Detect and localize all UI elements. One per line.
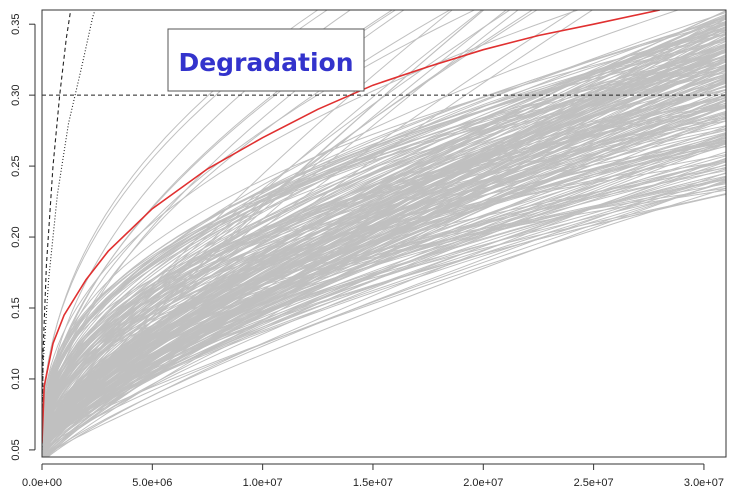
simulated-path [42, 172, 726, 450]
simulated-path [42, 10, 451, 449]
annotation-label: Degradation [178, 48, 353, 77]
simulated-path [42, 136, 726, 437]
y-tick-label: 0.05 [10, 439, 22, 460]
simulated-path [42, 59, 726, 441]
x-tick-label: 0.0e+00 [22, 477, 62, 489]
simulated-path [42, 72, 726, 453]
y-axis: 0.05 0.10 0.15 0.20 0.25 0.30 0.35 [10, 13, 36, 461]
simulated-path [42, 45, 726, 449]
simulated-path [42, 54, 726, 442]
x-tick-label: 2.5e+07 [574, 477, 614, 489]
simulated-path [42, 33, 726, 450]
simulated-path [42, 10, 485, 446]
simulated-path [42, 137, 726, 438]
simulated-path [42, 10, 476, 457]
upper-bound-dotted [42, 10, 96, 450]
simulated-path [42, 31, 726, 455]
plot-frame [41, 9, 727, 458]
y-tick-label: 0.25 [10, 155, 22, 176]
simulated-path [42, 161, 726, 457]
simulated-path [42, 140, 726, 457]
upper-bound-dashed [42, 10, 72, 450]
x-tick-label: 1.0e+07 [243, 477, 283, 489]
x-axis: 0.0e+00 5.0e+06 1.0e+07 1.5e+07 2.0e+07 2.5e+… [22, 463, 724, 489]
y-tick-label: 0.35 [10, 13, 22, 34]
simulated-path [42, 61, 726, 441]
simulated-path [42, 193, 726, 457]
simulated-path [47, 157, 726, 457]
simulated-path [42, 180, 726, 452]
annotation-box: Degradation [167, 28, 365, 92]
mean-path [42, 10, 660, 443]
simulated-path [42, 51, 726, 445]
y-tick-label: 0.20 [10, 226, 22, 247]
bound-curves [42, 10, 96, 450]
simulated-path [42, 185, 726, 437]
simulated-path [42, 10, 580, 439]
simulated-path [42, 125, 726, 449]
simulated-path [44, 172, 726, 457]
simulated-path [42, 10, 329, 440]
simulated-path [43, 64, 726, 457]
simulated-path [42, 139, 726, 448]
simulated-path [42, 68, 726, 439]
y-tick-label: 0.15 [10, 297, 22, 318]
simulated-path [42, 97, 726, 453]
simulated-path [45, 51, 726, 457]
simulated-path [42, 21, 726, 441]
simulated-path [42, 89, 726, 451]
simulated-paths [42, 10, 726, 457]
x-tick-label: 3.0e+07 [684, 477, 724, 489]
simulated-path [42, 10, 394, 450]
x-tick-label: 2.0e+07 [463, 477, 503, 489]
y-tick-label: 0.10 [10, 368, 22, 389]
simulated-path [42, 10, 485, 457]
mean-path-layer [42, 10, 660, 443]
y-tick-label: 0.30 [10, 84, 22, 105]
simulated-path [42, 10, 511, 442]
x-tick-label: 1.5e+07 [353, 477, 393, 489]
x-tick-label: 5.0e+06 [132, 477, 172, 489]
